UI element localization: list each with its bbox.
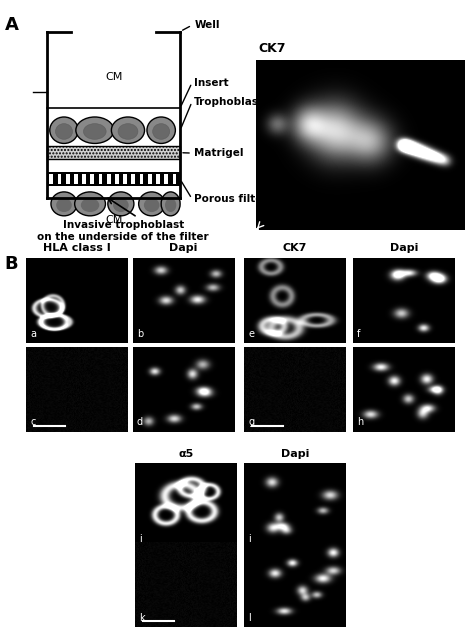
Text: CM: CM: [105, 72, 122, 83]
Bar: [148, 175, 152, 185]
Ellipse shape: [108, 192, 134, 216]
Bar: [107, 175, 110, 185]
Bar: [91, 175, 94, 185]
Text: f: f: [357, 329, 361, 339]
Bar: [49, 175, 53, 185]
Text: α5: α5: [178, 449, 194, 459]
Bar: [99, 175, 102, 185]
Text: c: c: [30, 417, 36, 427]
Ellipse shape: [51, 192, 77, 216]
Text: HLA class I: HLA class I: [43, 243, 111, 253]
Ellipse shape: [111, 117, 145, 144]
Ellipse shape: [76, 117, 114, 144]
Text: Well: Well: [194, 20, 220, 30]
Bar: [57, 175, 61, 185]
Ellipse shape: [153, 123, 170, 139]
Text: i: i: [139, 534, 142, 544]
Bar: [82, 175, 86, 185]
Text: a: a: [30, 329, 36, 339]
Bar: [47, 146, 180, 159]
Text: h: h: [357, 417, 364, 427]
Ellipse shape: [75, 192, 106, 216]
Text: Invasive trophoblast
on the underside of the filter: Invasive trophoblast on the underside of…: [37, 220, 209, 242]
Text: Matrigel: Matrigel: [194, 148, 244, 158]
Ellipse shape: [50, 117, 78, 144]
Text: g: g: [248, 417, 255, 427]
Text: j: j: [248, 534, 251, 544]
Text: Dapi: Dapi: [170, 243, 198, 253]
Text: Dapi: Dapi: [390, 243, 418, 253]
Ellipse shape: [83, 123, 106, 139]
Text: Trophoblast: Trophoblast: [194, 97, 264, 107]
Bar: [173, 175, 176, 185]
Ellipse shape: [144, 198, 159, 212]
Text: l: l: [248, 612, 251, 622]
Text: Dapi: Dapi: [281, 449, 309, 459]
Text: b: b: [137, 329, 143, 339]
Text: Insert: Insert: [194, 77, 229, 88]
Text: Porous filter: Porous filter: [194, 194, 268, 204]
Bar: [131, 175, 135, 185]
Ellipse shape: [165, 198, 176, 212]
Ellipse shape: [55, 123, 73, 139]
Ellipse shape: [81, 198, 99, 212]
Bar: [115, 175, 119, 185]
Bar: [47, 146, 180, 159]
Ellipse shape: [147, 117, 175, 144]
Bar: [66, 175, 70, 185]
Text: B: B: [5, 255, 18, 273]
Text: CK7: CK7: [258, 42, 286, 55]
Ellipse shape: [113, 198, 128, 212]
Text: A: A: [5, 16, 18, 34]
Text: d: d: [137, 417, 143, 427]
Bar: [74, 175, 78, 185]
Ellipse shape: [161, 192, 180, 216]
Ellipse shape: [118, 123, 138, 139]
Bar: [140, 175, 144, 185]
Text: e: e: [248, 329, 254, 339]
Text: CM: CM: [105, 215, 122, 225]
Text: k: k: [139, 612, 145, 622]
Text: CK7: CK7: [283, 243, 307, 253]
Bar: [47, 173, 180, 186]
Ellipse shape: [56, 198, 72, 212]
Bar: [123, 175, 127, 185]
Ellipse shape: [138, 192, 165, 216]
Bar: [164, 175, 168, 185]
Bar: [156, 175, 160, 185]
